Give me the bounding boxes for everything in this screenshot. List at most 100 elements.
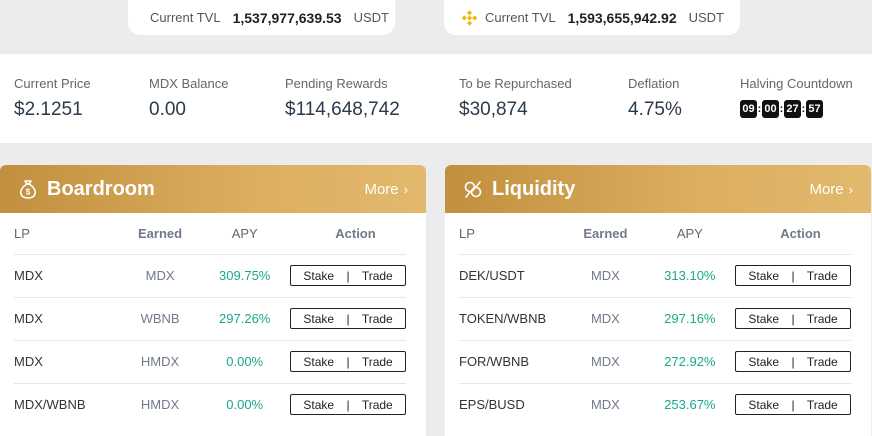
table-header-row: LP Earned APY Action bbox=[14, 213, 406, 255]
boardroom-more-link[interactable]: More › bbox=[364, 181, 408, 198]
stat-mdx-balance: MDX Balance 0.00 bbox=[149, 76, 228, 121]
boardroom-card: $ Boardroom More › LP Earned APY Action … bbox=[0, 165, 426, 436]
boardroom-table: LP Earned APY Action MDX MDX 309.75% Sta… bbox=[14, 213, 406, 426]
trade-button[interactable]: Trade bbox=[361, 268, 393, 283]
action-buttons: Stake | Trade bbox=[290, 394, 406, 416]
apy-cell: 0.00% bbox=[199, 340, 290, 384]
lp-cell: EPS/BUSD bbox=[459, 397, 525, 413]
apy-cell: 297.26% bbox=[199, 297, 290, 341]
tvl-value: 1,593,655,942.92 bbox=[567, 9, 677, 26]
stake-button[interactable]: Stake bbox=[748, 311, 780, 326]
action-buttons: Stake | Trade bbox=[290, 308, 406, 329]
action-cell: Stake | Trade bbox=[289, 254, 406, 298]
action-cell: Stake | Trade bbox=[734, 340, 851, 384]
tvl-bar: Current TVL 1,537,977,639.53 USDT Curren… bbox=[0, 0, 872, 54]
stake-button[interactable]: Stake bbox=[303, 354, 335, 369]
apy-cell: 297.16% bbox=[644, 297, 735, 341]
stake-button[interactable]: Stake bbox=[748, 397, 780, 412]
apy-cell: 272.92% bbox=[644, 340, 735, 384]
earned-cell: WBNB bbox=[120, 297, 200, 341]
table-row: EPS/BUSD MDX 253.67% Stake | Trade bbox=[459, 383, 851, 426]
apy-cell: 309.75% bbox=[199, 254, 290, 298]
heco-tvl-pill: Current TVL 1,537,977,639.53 USDT bbox=[128, 0, 395, 35]
lp-cell: MDX/WBNB bbox=[14, 397, 86, 413]
lp-cell: MDX bbox=[14, 297, 121, 341]
action-separator: | bbox=[346, 311, 350, 326]
apy-cell: 0.00% bbox=[226, 397, 264, 413]
action-separator: | bbox=[791, 397, 795, 412]
stats-bar: Current Price $2.1251 MDX Balance 0.00 P… bbox=[0, 54, 872, 143]
apy-cell: 253.67% bbox=[664, 397, 716, 413]
trade-button[interactable]: Trade bbox=[361, 311, 393, 326]
countdown-minutes: 00 bbox=[762, 100, 779, 118]
more-label: More bbox=[364, 181, 399, 198]
lp-cell: FOR/WBNB bbox=[459, 340, 567, 384]
action-cell: Stake | Trade bbox=[289, 297, 406, 341]
action-buttons: Stake | Trade bbox=[735, 308, 851, 329]
table-row: MDX MDX 309.75% Stake | Trade bbox=[14, 254, 406, 298]
trade-button[interactable]: Trade bbox=[806, 268, 838, 283]
stake-button[interactable]: Stake bbox=[303, 268, 335, 283]
trade-button[interactable]: Trade bbox=[361, 354, 393, 369]
table-row: MDX/WBNB HMDX 0.00% Stake | Trade bbox=[14, 383, 406, 426]
stat-value: $2.1251 bbox=[14, 99, 83, 120]
trade-button[interactable]: Trade bbox=[806, 397, 838, 412]
action-separator: | bbox=[346, 268, 350, 283]
stake-button[interactable]: Stake bbox=[303, 311, 335, 326]
tvl-unit: USDT bbox=[353, 10, 389, 25]
earned-cell: HMDX bbox=[140, 397, 180, 413]
liquidity-card: Liquidity More › LP Earned APY Action DE… bbox=[445, 165, 871, 436]
stat-value: 0.00 bbox=[149, 99, 186, 120]
apy-cell: 313.10% bbox=[644, 254, 735, 298]
column-header-earned: Earned bbox=[120, 213, 200, 255]
earned-cell: MDX bbox=[120, 254, 200, 298]
action-separator: | bbox=[791, 354, 795, 369]
liquidity-table: LP Earned APY Action DEK/USDT MDX 313.10… bbox=[459, 213, 851, 426]
stat-value: $30,874 bbox=[459, 99, 528, 120]
action-separator: | bbox=[346, 354, 350, 369]
stat-label: Deflation bbox=[628, 76, 680, 91]
action-buttons: Stake | Trade bbox=[735, 265, 851, 286]
tvl-label: Current TVL bbox=[485, 10, 556, 25]
bsc-tvl-pill: Current TVL 1,593,655,942.92 USDT bbox=[444, 0, 740, 35]
stat-pending-rewards: Pending Rewards $114,648,742 bbox=[285, 76, 400, 121]
action-buttons: Stake | Trade bbox=[290, 265, 406, 286]
stake-button[interactable]: Stake bbox=[748, 354, 780, 369]
stat-label: Current Price bbox=[14, 76, 91, 91]
stat-label: Pending Rewards bbox=[285, 76, 388, 91]
earned-cell: HMDX bbox=[120, 340, 200, 384]
lp-cell: TOKEN/WBNB bbox=[459, 297, 567, 341]
action-cell: Stake | Trade bbox=[734, 254, 851, 298]
countdown-hours: 09 bbox=[740, 100, 757, 118]
svg-text:$: $ bbox=[26, 188, 31, 197]
trade-button[interactable]: Trade bbox=[361, 397, 393, 412]
action-separator: | bbox=[791, 268, 795, 283]
countdown-colon: : bbox=[801, 103, 806, 115]
bnb-icon bbox=[461, 9, 478, 26]
table-row: FOR/WBNB MDX 272.92% Stake | Trade bbox=[459, 340, 851, 384]
stake-button[interactable]: Stake bbox=[303, 397, 335, 412]
column-header-lp: LP bbox=[459, 213, 567, 255]
stat-label: Halving Countdown bbox=[740, 76, 853, 91]
table-row: MDX WBNB 297.26% Stake | Trade bbox=[14, 297, 406, 341]
action-cell: Stake | Trade bbox=[734, 297, 851, 341]
table-row: MDX HMDX 0.00% Stake | Trade bbox=[14, 340, 406, 384]
column-header-apy: APY bbox=[644, 213, 735, 255]
more-label: More bbox=[809, 181, 844, 198]
countdown-subseconds: 57 bbox=[806, 100, 823, 118]
chevron-right-icon: › bbox=[403, 182, 408, 197]
stake-button[interactable]: Stake bbox=[748, 268, 780, 283]
liquidity-more-link[interactable]: More › bbox=[809, 181, 853, 198]
stat-halving-countdown: Halving Countdown 09 : 00 : 27 : 57 bbox=[740, 76, 853, 118]
earned-cell: MDX bbox=[566, 254, 645, 298]
lp-cell: MDX bbox=[14, 340, 121, 384]
column-header-action: Action bbox=[734, 213, 851, 255]
trade-button[interactable]: Trade bbox=[806, 311, 838, 326]
trade-button[interactable]: Trade bbox=[806, 354, 838, 369]
stat-deflation: Deflation 4.75% bbox=[628, 76, 682, 121]
countdown-colon: : bbox=[757, 103, 762, 115]
countdown-timer: 09 : 00 : 27 : 57 bbox=[740, 100, 853, 118]
action-cell: Stake | Trade bbox=[290, 383, 406, 426]
tvl-unit: USDT bbox=[688, 10, 724, 25]
liquidity-title: Liquidity bbox=[492, 177, 576, 200]
